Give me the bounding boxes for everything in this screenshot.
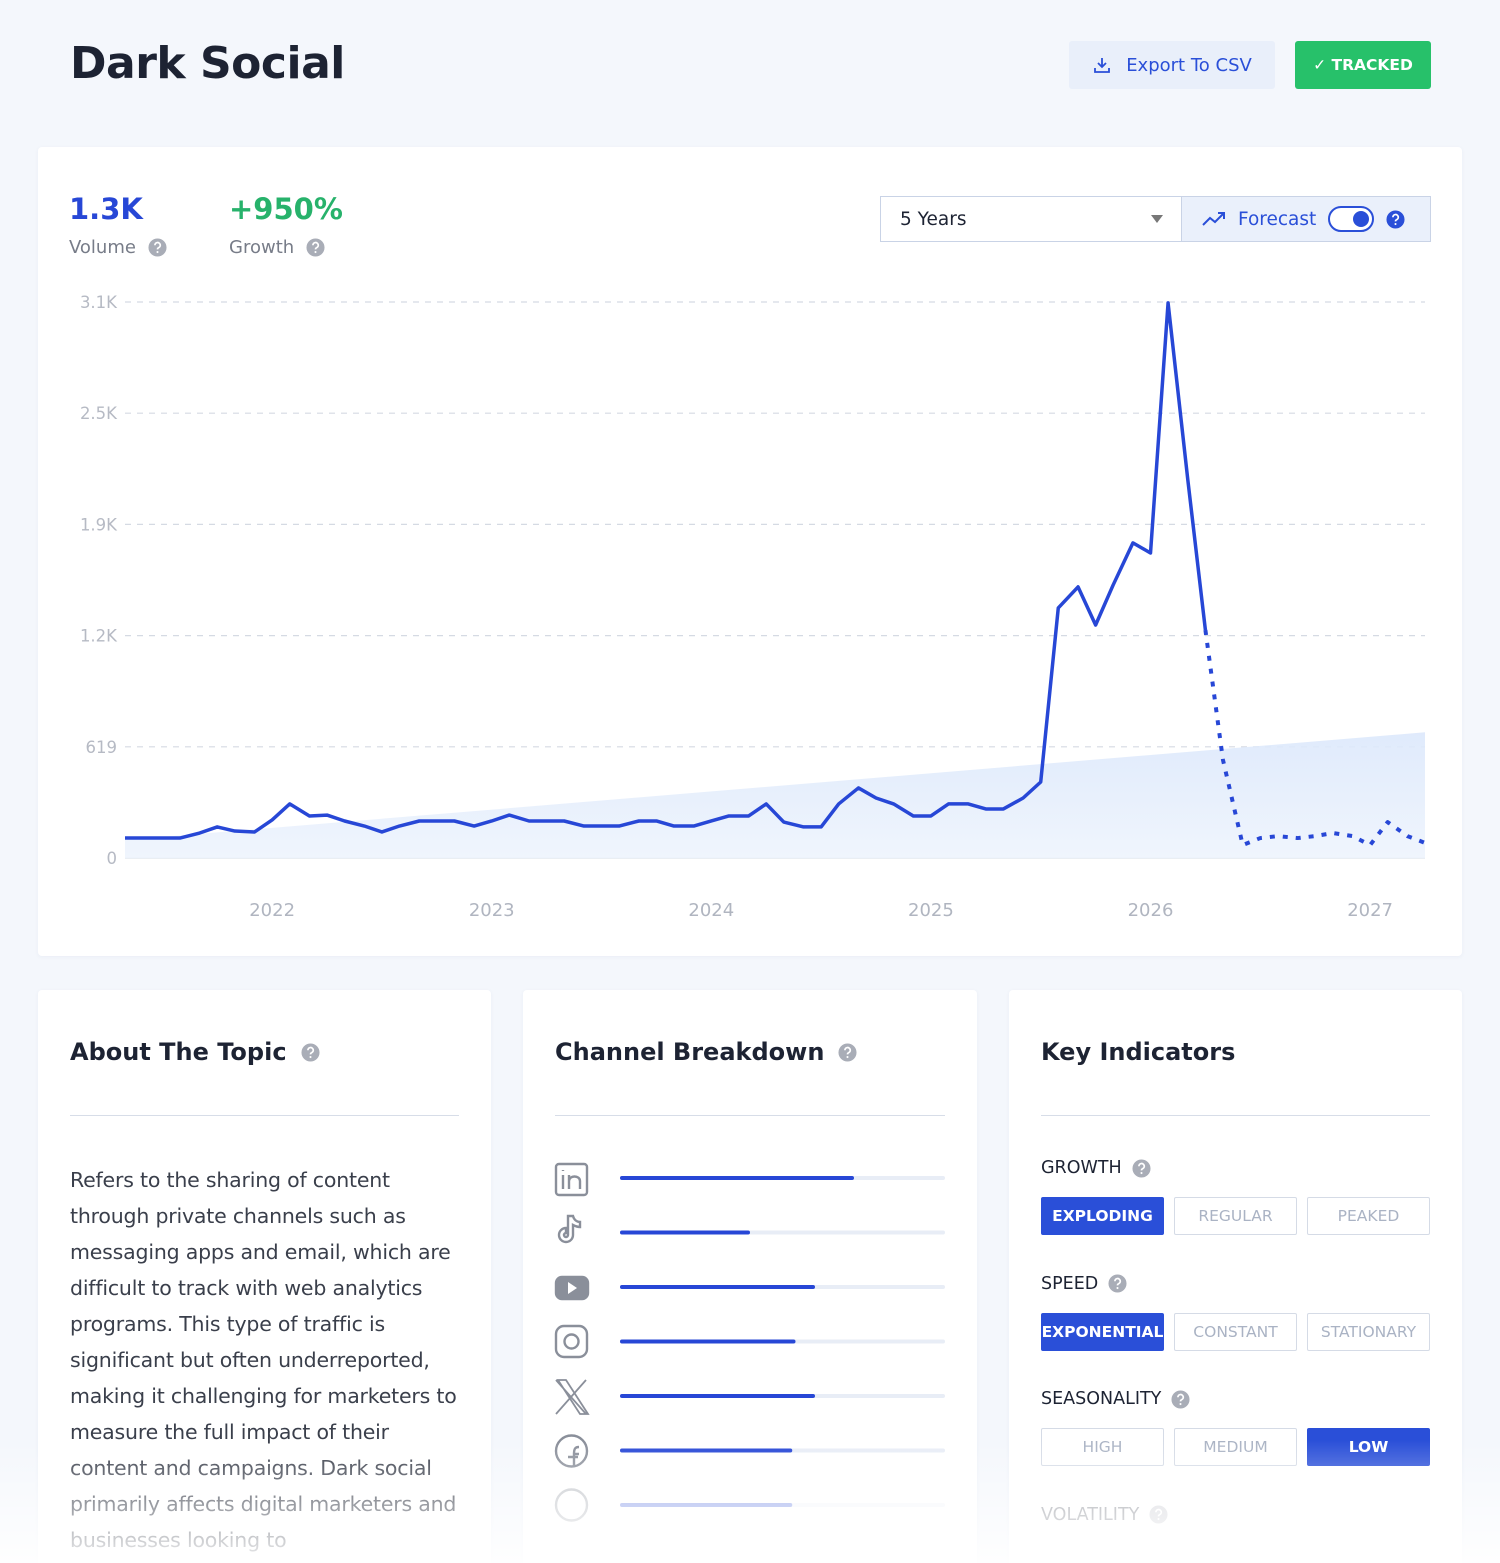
y-tick-label: 1.9K (80, 515, 118, 534)
forecast-line (1203, 629, 1426, 848)
help-icon[interactable] (1386, 209, 1405, 229)
channel-bar (620, 1176, 854, 1180)
about-title: About The Topic (70, 1038, 287, 1066)
indicator-option[interactable]: CONSTANT (1174, 1312, 1297, 1351)
x-tick-label: 2026 (1128, 900, 1174, 921)
indicator-option[interactable]: EXPONENTIAL (1041, 1312, 1164, 1351)
help-icon[interactable] (838, 1042, 857, 1062)
help-icon[interactable] (1132, 1158, 1151, 1178)
forecast-label: Forecast (1238, 208, 1317, 230)
data-line (125, 301, 1208, 840)
y-tick-label: 619 (86, 738, 118, 757)
y-tick-label: 1.2K (80, 627, 118, 646)
help-icon[interactable] (306, 238, 325, 257)
about-title-row: About The Topic (70, 1038, 320, 1066)
chart: 0 619 1.2K 1.9K 2.5K 3.1K 2022 2023 2024 2025 2026… (80, 293, 1426, 921)
channel-bar (620, 1394, 815, 1398)
about-text: Refers to the sharing of content through… (70, 1168, 457, 1552)
indicator-option[interactable]: PEAKED (1307, 1197, 1430, 1235)
indicators-title: Key Indicators (1041, 1038, 1236, 1066)
indicator-label-row: GROWTH (1041, 1158, 1151, 1178)
x-tick-label: 2027 (1347, 900, 1393, 921)
channel-title-row: Channel Breakdown (555, 1038, 857, 1066)
channel-bar (620, 1339, 796, 1344)
range-label: 5 Years (900, 208, 967, 230)
indicator-label: VOLATILITY (1041, 1504, 1140, 1525)
indicator-label-row: SPEED (1041, 1274, 1127, 1294)
help-icon[interactable] (301, 1042, 320, 1062)
range-dropdown[interactable]: 5 Years (880, 196, 1182, 242)
y-tick-label: 3.1K (80, 293, 118, 312)
volume-label-row: Volume (69, 237, 167, 258)
growth-value: +950% (229, 192, 343, 226)
growth-label: Growth (229, 237, 295, 258)
indicator-option[interactable]: HIGH (1041, 1428, 1164, 1466)
divider (1041, 1115, 1430, 1116)
divider (555, 1115, 945, 1116)
indicator-label-row: SEASONALITY (1041, 1389, 1190, 1409)
x-tick-label: 2025 (908, 900, 954, 921)
trend-icon (1202, 212, 1225, 226)
dropdown-arrow (1151, 215, 1163, 223)
channel-bar (620, 1285, 815, 1289)
y-tick-label: 0 (107, 849, 118, 868)
export-button[interactable]: Export To CSV (1069, 41, 1275, 89)
indicator-label: SEASONALITY (1041, 1389, 1162, 1409)
channel-title: Channel Breakdown (555, 1038, 825, 1066)
indicator-label: SPEED (1041, 1273, 1099, 1294)
channel-icons (554, 1162, 590, 1522)
trend-area (125, 732, 1425, 858)
forecast-toggle[interactable] (1328, 206, 1375, 232)
tracked-button[interactable]: ✓ TRACKED (1295, 41, 1431, 89)
channel-bar (620, 1503, 793, 1507)
channel-bar (620, 1230, 750, 1235)
volume-value: 1.3K (69, 192, 143, 226)
help-icon[interactable] (148, 238, 167, 257)
volume-label: Volume (69, 237, 136, 258)
indicator-option[interactable]: REGULAR (1174, 1197, 1297, 1235)
indicator-option[interactable]: MEDIUM (1174, 1428, 1297, 1466)
divider (70, 1115, 459, 1116)
help-icon[interactable] (1149, 1505, 1168, 1524)
download-icon (1094, 58, 1111, 73)
channel-bar (620, 1448, 793, 1453)
indicator-label: GROWTH (1041, 1158, 1122, 1178)
y-tick-label: 2.5K (80, 404, 118, 423)
x-tick-label: 2024 (688, 900, 734, 921)
export-label: Export To CSV (1126, 54, 1252, 76)
indicator-option[interactable]: LOW (1307, 1428, 1430, 1466)
help-icon[interactable] (1108, 1274, 1127, 1293)
help-icon[interactable] (1171, 1389, 1190, 1409)
page-title: Dark Social (70, 38, 345, 89)
indicator-option[interactable]: EXPLODING (1041, 1197, 1164, 1235)
x-tick-label: 2023 (469, 900, 515, 921)
indicator-option[interactable]: STATIONARY (1307, 1312, 1430, 1351)
forecast-control: Forecast (1182, 196, 1431, 242)
growth-label-row: Growth (229, 237, 325, 258)
indicator-label-row: VOLATILITY (1041, 1505, 1168, 1525)
channel-bars (554, 1162, 945, 1522)
x-tick-label: 2022 (249, 900, 295, 921)
